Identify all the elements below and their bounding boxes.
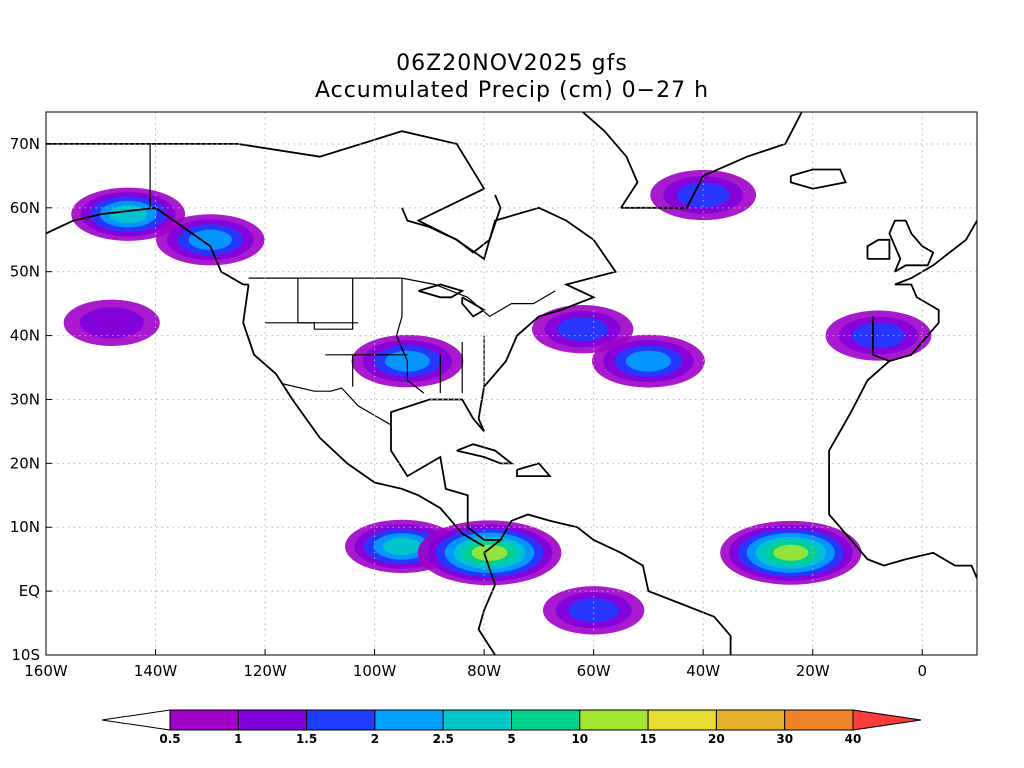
colorbar-label: 1.5 (296, 732, 317, 746)
colorbar: 0.5 1 1.5 2 2.5 5 10 15 20 30 40 (101, 709, 922, 746)
y-tick-label: EQ (19, 582, 40, 600)
x-tick-label: 140W (134, 662, 178, 680)
colorbar-label: 15 (640, 732, 657, 746)
coastline (888, 219, 935, 273)
border-line (297, 278, 354, 330)
x-tick-label: 20W (796, 662, 830, 680)
coastline (872, 220, 977, 363)
colorbar-box (169, 709, 239, 731)
colorbar-label: 40 (845, 732, 862, 746)
coastline (621, 112, 803, 209)
colorbar-label: 2.5 (433, 732, 454, 746)
precip-region (625, 350, 671, 372)
precip-region (79, 307, 144, 339)
colorbar-arrow-high (852, 709, 922, 731)
x-tick-label: 100W (353, 662, 397, 680)
colorbar-label: 1 (234, 732, 242, 746)
border-line (248, 277, 556, 318)
colorbar-box (237, 709, 308, 731)
y-tick-label: 50N (10, 263, 40, 281)
coastline (461, 296, 486, 318)
y-tick-label: 40N (10, 327, 40, 345)
x-tick-label: 160W (24, 662, 68, 680)
y-tick-label: 60N (10, 199, 40, 217)
precip-region (471, 544, 508, 561)
y-tick-label: 10S (11, 646, 40, 664)
y-tick-label: 30N (10, 390, 40, 408)
coastline (516, 462, 552, 477)
precip-region (188, 229, 232, 250)
x-tick-label: 80W (467, 662, 501, 680)
coastline (100, 206, 249, 286)
precip-region (109, 205, 148, 224)
x-tick-label: 40W (686, 662, 720, 680)
coastline (789, 168, 847, 190)
colorbar-label: 20 (708, 732, 725, 746)
colorbar-label: 10 (571, 732, 588, 746)
x-tick-label: 60W (577, 662, 611, 680)
x-tick-label: 120W (243, 662, 287, 680)
colorbar-label: 30 (776, 732, 793, 746)
coastline (456, 443, 515, 465)
border-line (395, 278, 425, 394)
colorbar-label: 0.5 (159, 732, 180, 746)
coastline (582, 112, 639, 209)
colorbar-box (306, 709, 376, 731)
colorbar-box (511, 709, 581, 731)
border-line (281, 382, 392, 426)
precip-region (851, 323, 905, 349)
coastline (828, 360, 977, 579)
precip-region (557, 317, 609, 342)
colorbar-label: 2 (371, 732, 379, 746)
coastline (866, 238, 891, 260)
coastline (46, 213, 102, 235)
y-tick-label: 70N (10, 135, 40, 153)
x-tick-label: 0 (917, 662, 927, 680)
colorbar-arrow-low (101, 709, 171, 731)
precip-region (382, 537, 421, 556)
map-area: 160W 140W 120W 100W 80W 60W 40W 20W 0 10S EQ 10N 20N… (10, 111, 978, 680)
precip-region (568, 598, 619, 623)
coastline (401, 194, 502, 254)
y-tick-label: 10N (10, 518, 40, 536)
coastline (242, 284, 485, 548)
colorbar-box (715, 709, 786, 731)
plot-content (46, 112, 977, 655)
coastline (46, 130, 618, 655)
colorbar-label: 5 (507, 732, 515, 746)
colorbar-box (442, 709, 513, 731)
precip-region (773, 544, 809, 561)
colorbar-box (579, 709, 649, 731)
colorbar-box (374, 709, 444, 731)
chart-title: 06Z20NOV2025 gfs (396, 51, 628, 76)
coastline (499, 513, 732, 655)
chart-subtitle: Accumulated Precip (cm) 0−27 h (315, 78, 709, 103)
colorbar-box (647, 709, 717, 731)
y-tick-label: 20N (10, 454, 40, 472)
colorbar-box (784, 709, 854, 731)
plot-frame (45, 111, 978, 656)
